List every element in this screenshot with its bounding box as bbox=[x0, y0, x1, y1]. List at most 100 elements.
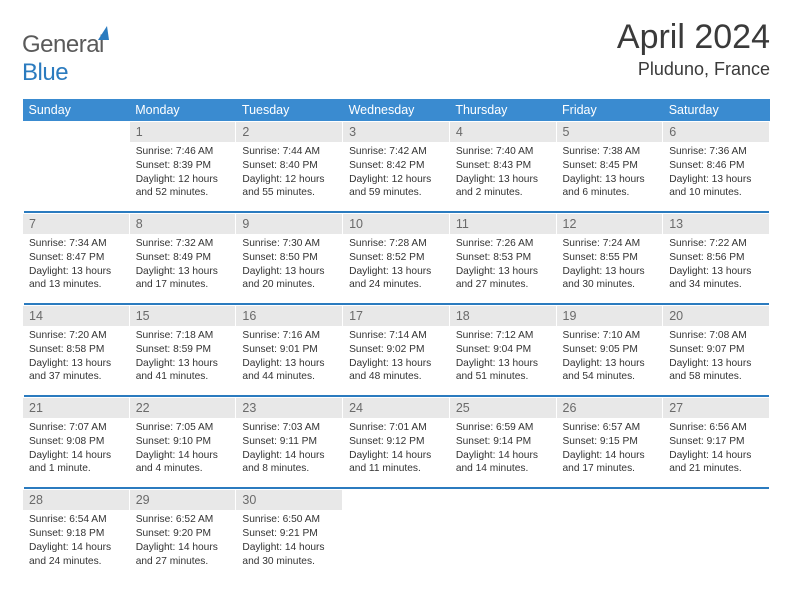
day-number-cell: 27 bbox=[663, 398, 770, 419]
sunrise-text: Sunrise: 7:05 AM bbox=[136, 421, 230, 435]
day-detail-cell: Sunrise: 6:57 AMSunset: 9:15 PMDaylight:… bbox=[556, 418, 663, 487]
sunrise-text: Sunrise: 6:59 AM bbox=[456, 421, 550, 435]
sunrise-text: Sunrise: 7:42 AM bbox=[349, 145, 443, 159]
day-number-cell: 11 bbox=[449, 214, 556, 235]
sunrise-text: Sunrise: 7:07 AM bbox=[29, 421, 123, 435]
day-number-cell bbox=[449, 490, 556, 511]
daylight-text: Daylight: 12 hours and 52 minutes. bbox=[136, 173, 230, 201]
sunrise-text: Sunrise: 7:03 AM bbox=[242, 421, 336, 435]
sunrise-text: Sunrise: 7:30 AM bbox=[242, 237, 336, 251]
day-number-cell bbox=[343, 490, 450, 511]
day-number-cell: 16 bbox=[236, 306, 343, 327]
day-detail-cell: Sunrise: 7:34 AMSunset: 8:47 PMDaylight:… bbox=[23, 234, 130, 303]
day-detail-cell bbox=[23, 142, 130, 211]
day-number-cell: 1 bbox=[129, 122, 236, 143]
dow-tuesday: Tuesday bbox=[236, 99, 343, 122]
calendar-body: 12 3456Sunrise: 7:46 AMSunset: 8:39 PMDay… bbox=[23, 122, 770, 579]
daynum-row: 78910111213 bbox=[23, 214, 770, 235]
day-number-cell: 17 bbox=[343, 306, 450, 327]
sunrise-text: Sunrise: 7:28 AM bbox=[349, 237, 443, 251]
daylight-text: Daylight: 14 hours and 21 minutes. bbox=[669, 449, 763, 477]
sunrise-text: Sunrise: 7:44 AM bbox=[242, 145, 336, 159]
title-block: April 2024 Pluduno, France bbox=[617, 18, 770, 80]
header: General Blue April 2024 Pluduno, France bbox=[22, 18, 770, 87]
sunset-text: Sunset: 9:18 PM bbox=[29, 527, 123, 541]
day-detail-cell: Sunrise: 7:24 AMSunset: 8:55 PMDaylight:… bbox=[556, 234, 663, 303]
detail-row: Sunrise: 7:34 AMSunset: 8:47 PMDaylight:… bbox=[23, 234, 770, 303]
sunrise-text: Sunrise: 7:14 AM bbox=[349, 329, 443, 343]
day-detail-cell: Sunrise: 7:38 AMSunset: 8:45 PMDaylight:… bbox=[556, 142, 663, 211]
sunset-text: Sunset: 8:40 PM bbox=[242, 159, 336, 173]
dow-thursday: Thursday bbox=[449, 99, 556, 122]
sunrise-text: Sunrise: 7:40 AM bbox=[456, 145, 550, 159]
sunset-text: Sunset: 9:04 PM bbox=[456, 343, 550, 357]
detail-row: Sunrise: 6:54 AMSunset: 9:18 PMDaylight:… bbox=[23, 510, 770, 579]
sunrise-text: Sunrise: 7:22 AM bbox=[669, 237, 763, 251]
daylight-text: Daylight: 13 hours and 6 minutes. bbox=[563, 173, 657, 201]
day-detail-cell: Sunrise: 7:42 AMSunset: 8:42 PMDaylight:… bbox=[343, 142, 450, 211]
day-number-cell: 25 bbox=[449, 398, 556, 419]
sunrise-text: Sunrise: 7:10 AM bbox=[563, 329, 657, 343]
day-detail-cell: Sunrise: 7:10 AMSunset: 9:05 PMDaylight:… bbox=[556, 326, 663, 395]
day-detail-cell: Sunrise: 7:03 AMSunset: 9:11 PMDaylight:… bbox=[236, 418, 343, 487]
daylight-text: Daylight: 12 hours and 59 minutes. bbox=[349, 173, 443, 201]
day-number-cell: 9 bbox=[236, 214, 343, 235]
sunset-text: Sunset: 9:14 PM bbox=[456, 435, 550, 449]
day-number-cell: 21 bbox=[23, 398, 130, 419]
sunset-text: Sunset: 9:11 PM bbox=[242, 435, 336, 449]
day-number-cell: 5 bbox=[556, 122, 663, 143]
daylight-text: Daylight: 13 hours and 2 minutes. bbox=[456, 173, 550, 201]
sunset-text: Sunset: 9:08 PM bbox=[29, 435, 123, 449]
sunrise-text: Sunrise: 7:08 AM bbox=[669, 329, 763, 343]
daylight-text: Daylight: 14 hours and 8 minutes. bbox=[242, 449, 336, 477]
sunset-text: Sunset: 9:02 PM bbox=[349, 343, 443, 357]
daynum-row: 14151617181920 bbox=[23, 306, 770, 327]
daylight-text: Daylight: 14 hours and 14 minutes. bbox=[456, 449, 550, 477]
daylight-text: Daylight: 14 hours and 30 minutes. bbox=[242, 541, 336, 569]
dow-monday: Monday bbox=[129, 99, 236, 122]
sunrise-text: Sunrise: 7:26 AM bbox=[456, 237, 550, 251]
sunset-text: Sunset: 9:20 PM bbox=[136, 527, 230, 541]
day-number-cell: 3 bbox=[343, 122, 450, 143]
calendar-page: General Blue April 2024 Pluduno, France … bbox=[0, 0, 792, 597]
daynum-row: 282930 bbox=[23, 490, 770, 511]
brand-logo: General Blue bbox=[22, 18, 109, 87]
day-detail-cell: Sunrise: 7:22 AMSunset: 8:56 PMDaylight:… bbox=[663, 234, 770, 303]
brand-part1: General bbox=[22, 31, 104, 58]
sunset-text: Sunset: 8:55 PM bbox=[563, 251, 657, 265]
day-detail-cell: Sunrise: 7:16 AMSunset: 9:01 PMDaylight:… bbox=[236, 326, 343, 395]
day-number-cell: 6 bbox=[663, 122, 770, 143]
sunset-text: Sunset: 8:39 PM bbox=[136, 159, 230, 173]
day-number-cell: 4 bbox=[449, 122, 556, 143]
daylight-text: Daylight: 13 hours and 58 minutes. bbox=[669, 357, 763, 385]
day-number-cell: 13 bbox=[663, 214, 770, 235]
sunset-text: Sunset: 8:45 PM bbox=[563, 159, 657, 173]
sunset-text: Sunset: 9:17 PM bbox=[669, 435, 763, 449]
day-number-cell: 29 bbox=[129, 490, 236, 511]
daylight-text: Daylight: 13 hours and 13 minutes. bbox=[29, 265, 123, 293]
daylight-text: Daylight: 13 hours and 24 minutes. bbox=[349, 265, 443, 293]
sunset-text: Sunset: 9:05 PM bbox=[563, 343, 657, 357]
sunset-text: Sunset: 8:49 PM bbox=[136, 251, 230, 265]
daylight-text: Daylight: 14 hours and 27 minutes. bbox=[136, 541, 230, 569]
detail-row: Sunrise: 7:46 AMSunset: 8:39 PMDaylight:… bbox=[23, 142, 770, 211]
day-detail-cell bbox=[556, 510, 663, 579]
dow-friday: Friday bbox=[556, 99, 663, 122]
sunset-text: Sunset: 9:15 PM bbox=[563, 435, 657, 449]
daylight-text: Daylight: 13 hours and 17 minutes. bbox=[136, 265, 230, 293]
sunset-text: Sunset: 8:42 PM bbox=[349, 159, 443, 173]
detail-row: Sunrise: 7:20 AMSunset: 8:58 PMDaylight:… bbox=[23, 326, 770, 395]
sunset-text: Sunset: 8:46 PM bbox=[669, 159, 763, 173]
daylight-text: Daylight: 13 hours and 41 minutes. bbox=[136, 357, 230, 385]
sunrise-text: Sunrise: 7:34 AM bbox=[29, 237, 123, 251]
daylight-text: Daylight: 13 hours and 44 minutes. bbox=[242, 357, 336, 385]
day-number-cell: 12 bbox=[556, 214, 663, 235]
day-detail-cell: Sunrise: 7:07 AMSunset: 9:08 PMDaylight:… bbox=[23, 418, 130, 487]
daylight-text: Daylight: 14 hours and 11 minutes. bbox=[349, 449, 443, 477]
daylight-text: Daylight: 14 hours and 17 minutes. bbox=[563, 449, 657, 477]
daylight-text: Daylight: 14 hours and 4 minutes. bbox=[136, 449, 230, 477]
dow-saturday: Saturday bbox=[663, 99, 770, 122]
sunset-text: Sunset: 8:50 PM bbox=[242, 251, 336, 265]
day-number-cell: 26 bbox=[556, 398, 663, 419]
daylight-text: Daylight: 12 hours and 55 minutes. bbox=[242, 173, 336, 201]
